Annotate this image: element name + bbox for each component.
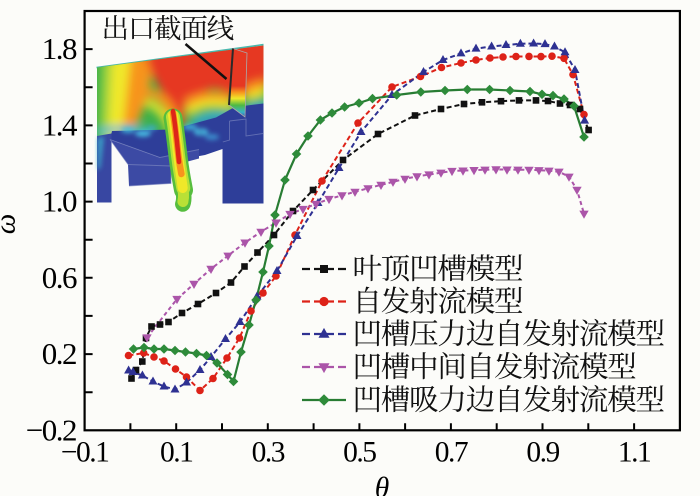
svg-text:−0.1: −0.1: [61, 437, 109, 469]
svg-text:θ: θ: [375, 473, 390, 497]
svg-text:ω: ω: [0, 214, 22, 234]
svg-text:1.1: 1.1: [618, 437, 650, 469]
svg-text:0.3: 0.3: [252, 437, 285, 469]
svg-text:0.2: 0.2: [42, 336, 76, 371]
svg-text:0.1: 0.1: [160, 437, 192, 469]
svg-text:1.4: 1.4: [42, 107, 78, 142]
svg-text:0.5: 0.5: [343, 437, 376, 469]
svg-text:0.9: 0.9: [526, 437, 559, 469]
svg-text:0.7: 0.7: [435, 437, 468, 469]
svg-text:1.8: 1.8: [42, 31, 77, 66]
svg-text:1.0: 1.0: [42, 184, 77, 219]
svg-text:0.6: 0.6: [42, 260, 77, 295]
svg-text:−0.2: −0.2: [26, 412, 76, 447]
